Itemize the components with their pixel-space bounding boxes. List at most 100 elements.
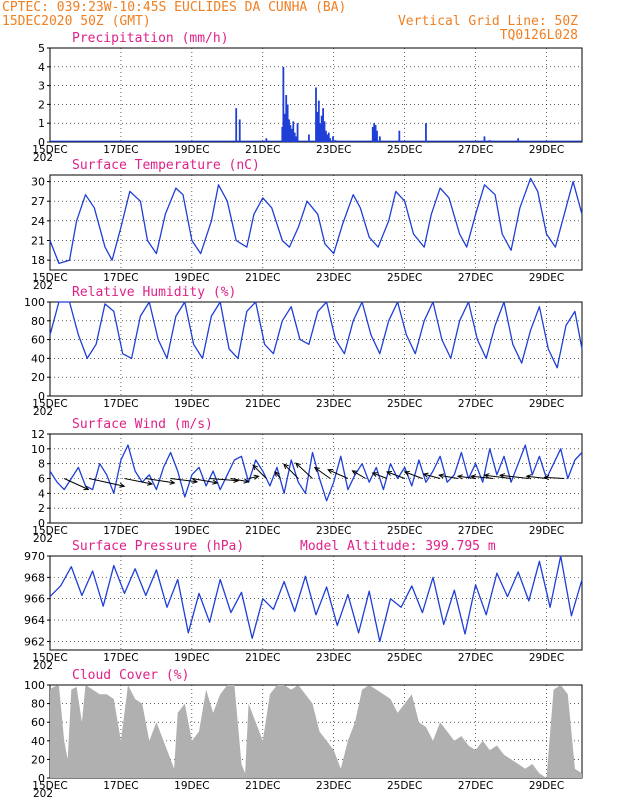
humidity-xtick-label: 23DEC xyxy=(316,398,351,410)
wind-vector xyxy=(274,471,281,479)
wind-vector xyxy=(471,475,494,479)
precipitation-ytick-label: 5 xyxy=(38,42,45,55)
wind-vector-head xyxy=(327,469,334,474)
wind-vector xyxy=(230,478,249,483)
wind-vector xyxy=(252,464,267,479)
pressure-xtick-label: 19DEC xyxy=(174,652,209,664)
cloud-cover-xtick-label: 27DEC xyxy=(458,780,493,792)
cloud-cover-ytick-label: 0 xyxy=(38,772,45,785)
cloud-cover-xtick-label: 17DEC xyxy=(103,780,138,792)
wind-xtick-label: 17DEC xyxy=(103,525,138,537)
pressure-ytick-label: 964 xyxy=(24,614,45,627)
cloud-cover-ytick-label: 100 xyxy=(24,679,45,692)
wind-vector xyxy=(295,462,313,479)
cloud-cover-ytick-label: 20 xyxy=(31,753,45,766)
precipitation-bar xyxy=(398,130,401,142)
humidity-ytick-label: 100 xyxy=(24,296,45,309)
wind-vector-head xyxy=(371,472,378,477)
precipitation-bar xyxy=(286,104,289,142)
header-grid-line-note: Vertical Grid Line: 50Z xyxy=(398,14,578,29)
wind-vector-head xyxy=(403,470,410,476)
wind-vector-head xyxy=(543,475,550,481)
wind-ytick-label: 12 xyxy=(31,428,45,441)
cloud-cover-area xyxy=(50,685,582,778)
precipitation-ytick-label: 2 xyxy=(38,98,45,111)
humidity-series-line xyxy=(49,301,583,369)
precipitation-bar xyxy=(281,126,284,142)
cloud-cover-xtick-label: 25DEC xyxy=(387,780,422,792)
precipitation-bar xyxy=(376,130,378,142)
precipitation-bar xyxy=(483,136,486,142)
wind-vector xyxy=(88,478,125,487)
precipitation-ytick-label: 4 xyxy=(38,61,45,74)
precipitation-bar xyxy=(319,123,322,142)
precipitation-xtick-label: 17DEC xyxy=(103,144,138,156)
cloud-cover-ytick-label: 60 xyxy=(31,716,45,729)
humidity-xtick-label: 21DEC xyxy=(245,398,280,410)
wind-xtick-label: 29DEC xyxy=(529,525,564,537)
pressure-panel: 962 964 966 968 970 15DEC 17DEC 19DEC 21DEC 23DEC… xyxy=(24,539,583,672)
pressure-ytick-label: 968 xyxy=(24,571,45,584)
temperature-frame xyxy=(49,174,583,271)
temperature-ytick-label: 27 xyxy=(31,195,45,208)
precipitation-bar xyxy=(296,123,299,142)
precipitation-bar xyxy=(315,87,317,142)
temperature-xtick-label: 25DEC xyxy=(387,272,422,284)
humidity-ytick-label: 40 xyxy=(31,352,45,365)
wind-vector xyxy=(457,475,476,479)
temperature-xtick-label: 21DEC xyxy=(245,272,280,284)
precipitation-ytick-label: 1 xyxy=(38,117,45,130)
temperature-ytick-label: 18 xyxy=(31,254,45,267)
temperature-xtick-label: 29DEC xyxy=(529,272,564,284)
humidity-xtick-label: 17DEC xyxy=(103,398,138,410)
header-station: CPTEC: 039:23W-10:45S EUCLIDES DA CUNHA … xyxy=(2,0,346,15)
cloud-cover-year-label: 202 xyxy=(33,788,53,800)
wind-vector-head xyxy=(525,474,532,480)
humidity-xtick-label: 29DEC xyxy=(529,398,564,410)
precipitation-bar xyxy=(425,123,427,142)
temperature-ytick-label: 30 xyxy=(31,176,45,189)
wind-ytick-label: 4 xyxy=(38,487,45,500)
pressure-xtick-label: 23DEC xyxy=(316,652,351,664)
wind-ytick-label: 6 xyxy=(38,473,45,486)
precipitation-bar xyxy=(373,123,376,142)
precipitation-xtick-label: 27DEC xyxy=(458,144,493,156)
pressure-xtick-label: 29DEC xyxy=(529,652,564,664)
precipitation-bar xyxy=(323,121,326,142)
wind-vector xyxy=(145,478,175,484)
precipitation-ytick-label: 3 xyxy=(38,80,45,93)
pressure-xtick-label: 15DEC xyxy=(32,652,67,664)
precipitation-ytick-label: 0 xyxy=(38,136,45,149)
wind-vector xyxy=(63,478,89,490)
wind-vector xyxy=(423,473,441,479)
wind-year-label: 202 xyxy=(33,533,53,545)
cloud-cover-title: Cloud Cover (%) xyxy=(72,668,189,683)
wind-series-line xyxy=(49,444,583,502)
wind-ytick-label: 10 xyxy=(31,443,45,456)
precipitation-bar xyxy=(378,136,381,142)
wind-vector-head xyxy=(274,471,280,477)
humidity-ytick-label: 60 xyxy=(31,334,45,347)
precipitation-bar xyxy=(326,134,329,142)
humidity-ytick-label: 20 xyxy=(31,371,45,384)
wind-xtick-label: 21DEC xyxy=(245,525,280,537)
pressure-xtick-label: 21DEC xyxy=(245,652,280,664)
wind-vector-head xyxy=(422,472,429,478)
humidity-xtick-label: 15DEC xyxy=(32,398,67,410)
precipitation-bar xyxy=(325,130,327,142)
wind-vector-head xyxy=(253,474,260,480)
wind-vector-head xyxy=(483,473,490,479)
header-run-time: 15DEC2020 50Z (GMT) xyxy=(2,14,151,29)
humidity-xtick-label: 25DEC xyxy=(387,398,422,410)
precipitation-bar xyxy=(238,119,241,142)
temperature-xtick-label: 23DEC xyxy=(316,272,351,284)
cloud-cover-xtick-label: 23DEC xyxy=(316,780,351,792)
wind-vector-head xyxy=(456,474,463,480)
temperature-title: Surface Temperature (nC) xyxy=(72,158,260,173)
precipitation-bar xyxy=(329,138,332,142)
precipitation-xtick-label: 29DEC xyxy=(529,144,564,156)
temperature-xtick-label: 19DEC xyxy=(174,272,209,284)
precipitation-bar xyxy=(295,136,298,142)
temperature-xtick-label: 17DEC xyxy=(103,272,138,284)
pressure-xtick-label: 17DEC xyxy=(103,652,138,664)
